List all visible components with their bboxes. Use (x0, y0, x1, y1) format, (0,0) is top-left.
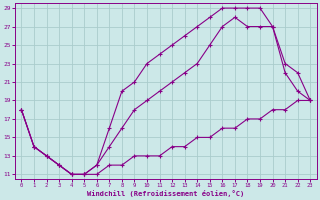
X-axis label: Windchill (Refroidissement éolien,°C): Windchill (Refroidissement éolien,°C) (87, 190, 244, 197)
